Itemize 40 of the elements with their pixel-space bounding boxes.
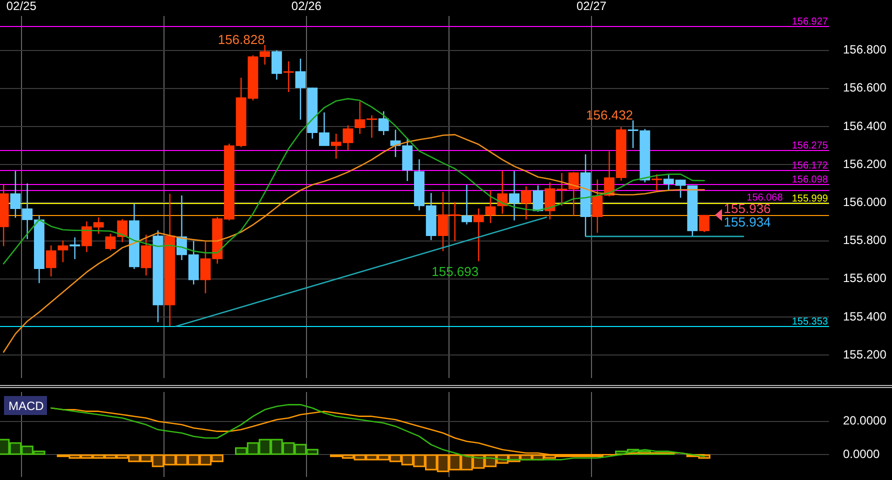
y-tick-label: 0.0000: [843, 446, 880, 461]
annotation: 155.693: [432, 264, 479, 280]
candlestick: [462, 184, 472, 226]
y-tick-label: 20.0000: [843, 414, 887, 428]
annotation: 155.934: [724, 214, 771, 230]
y-tick-label: 156.600: [843, 80, 887, 95]
candlestick: [592, 178, 603, 234]
candlestick: [378, 110, 389, 136]
candlestick: [509, 170, 520, 222]
x-tick-label: 02/27: [576, 0, 607, 14]
candlestick: [699, 214, 710, 233]
candlestick: [272, 50, 282, 80]
ref-line-label: 156.927: [792, 16, 828, 28]
annotation: 156.828: [218, 32, 265, 47]
y-tick-label: 155.800: [843, 233, 887, 248]
y-tick-label: 156.800: [843, 42, 887, 57]
candlestick: [140, 234, 152, 276]
annotation: 155.936: [724, 200, 771, 216]
x-tick-label: 02/26: [291, 0, 322, 14]
ref-line-label: 156.068: [746, 192, 784, 204]
y-tick-label: 156.400: [843, 118, 887, 133]
candlestick: [652, 174, 662, 192]
y-tick-label: 155.200: [843, 347, 887, 362]
ref-line-label: 155.999: [792, 194, 828, 204]
y-tick-label: 156.000: [843, 195, 887, 210]
x-tick-label: 02/25: [6, 0, 37, 14]
ref-line-label: 156.098: [792, 174, 828, 186]
ref-line-label: 155.353: [792, 316, 828, 328]
text: MACD: [8, 399, 44, 413]
candlestick: [46, 244, 56, 278]
candlestick: [70, 236, 80, 260]
y-tick-label: 156.200: [843, 156, 887, 171]
ref-line-label: 156.275: [792, 140, 828, 152]
candlestick: [58, 240, 68, 263]
y-tick-label: 155.400: [843, 309, 887, 324]
candlestick: [520, 186, 532, 220]
candlestick: [283, 60, 294, 93]
y-tick-label: 155.600: [843, 271, 887, 286]
annotation: 156.432: [586, 107, 634, 122]
ref-line-label: 156.172: [792, 160, 828, 172]
